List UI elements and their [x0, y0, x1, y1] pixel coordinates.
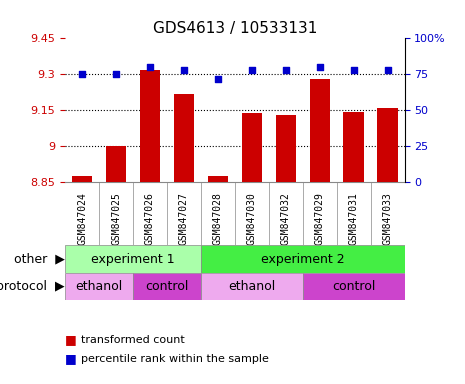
Text: ■: ■ — [65, 353, 77, 366]
Text: ethanol: ethanol — [228, 280, 275, 293]
Text: GSM847033: GSM847033 — [383, 192, 392, 245]
Text: other  ▶: other ▶ — [14, 253, 65, 265]
Bar — [140, 70, 160, 182]
Text: GSM847032: GSM847032 — [281, 192, 291, 245]
Bar — [106, 146, 126, 182]
Bar — [65, 245, 201, 273]
Bar — [208, 177, 228, 182]
Point — [282, 67, 289, 73]
Text: GSM847026: GSM847026 — [145, 192, 155, 245]
Text: GSM847027: GSM847027 — [179, 192, 189, 245]
Text: percentile rank within the sample: percentile rank within the sample — [81, 354, 269, 364]
Bar — [242, 113, 262, 182]
Point — [78, 71, 86, 78]
Text: ethanol: ethanol — [75, 280, 123, 293]
Point — [384, 67, 392, 73]
Bar — [276, 115, 296, 182]
Bar — [344, 112, 364, 182]
Text: experiment 1: experiment 1 — [91, 253, 175, 265]
Text: GSM847029: GSM847029 — [315, 192, 325, 245]
Text: GSM847024: GSM847024 — [77, 192, 87, 245]
Text: GSM847025: GSM847025 — [111, 192, 121, 245]
Bar — [133, 273, 201, 300]
Bar — [378, 108, 398, 182]
Bar — [303, 273, 405, 300]
Bar — [65, 273, 133, 300]
Point — [214, 76, 222, 82]
Point — [180, 67, 187, 73]
Point — [350, 67, 357, 73]
Text: transformed count: transformed count — [81, 335, 185, 345]
Text: GSM847028: GSM847028 — [213, 192, 223, 245]
Bar — [174, 94, 194, 182]
Text: control: control — [145, 280, 189, 293]
Text: GSM847031: GSM847031 — [349, 192, 359, 245]
Point — [316, 64, 324, 70]
Bar — [310, 79, 330, 182]
Text: control: control — [332, 280, 375, 293]
Title: GDS4613 / 10533131: GDS4613 / 10533131 — [153, 21, 317, 36]
Point — [146, 64, 153, 70]
Text: GSM847030: GSM847030 — [247, 192, 257, 245]
Text: experiment 2: experiment 2 — [261, 253, 345, 265]
Bar — [201, 273, 303, 300]
Point — [113, 71, 120, 78]
Text: protocol  ▶: protocol ▶ — [0, 280, 65, 293]
Point — [248, 67, 256, 73]
Bar — [72, 177, 92, 182]
Bar — [201, 245, 405, 273]
Text: ■: ■ — [65, 333, 77, 346]
